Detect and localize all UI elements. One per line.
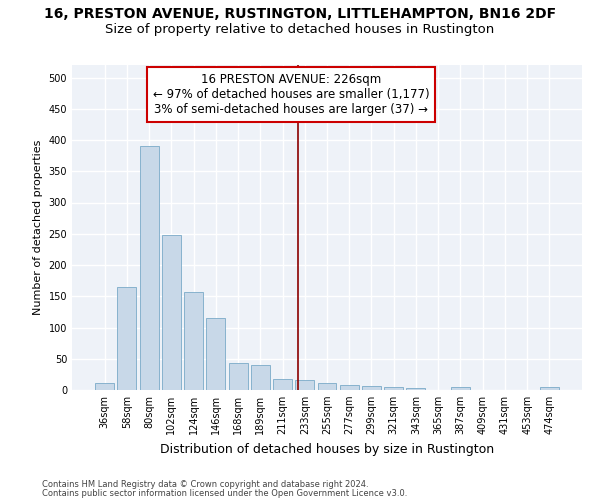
Bar — [295, 380, 314, 390]
Bar — [340, 385, 359, 390]
Bar — [184, 292, 203, 390]
Text: Size of property relative to detached houses in Rustington: Size of property relative to detached ho… — [106, 22, 494, 36]
Bar — [384, 387, 403, 390]
Y-axis label: Number of detached properties: Number of detached properties — [33, 140, 43, 315]
Bar — [540, 387, 559, 390]
Text: Contains HM Land Registry data © Crown copyright and database right 2024.: Contains HM Land Registry data © Crown c… — [42, 480, 368, 489]
Bar — [251, 365, 270, 390]
Bar — [118, 287, 136, 390]
Text: 16 PRESTON AVENUE: 226sqm
← 97% of detached houses are smaller (1,177)
3% of sem: 16 PRESTON AVENUE: 226sqm ← 97% of detac… — [153, 73, 430, 116]
Bar — [95, 382, 114, 390]
Bar — [406, 388, 425, 390]
Text: 16, PRESTON AVENUE, RUSTINGTON, LITTLEHAMPTON, BN16 2DF: 16, PRESTON AVENUE, RUSTINGTON, LITTLEHA… — [44, 8, 556, 22]
Bar — [162, 235, 181, 390]
Bar — [451, 387, 470, 390]
Bar — [317, 383, 337, 390]
X-axis label: Distribution of detached houses by size in Rustington: Distribution of detached houses by size … — [160, 442, 494, 456]
Bar — [362, 386, 381, 390]
Bar — [229, 362, 248, 390]
Bar — [273, 379, 292, 390]
Bar — [140, 146, 158, 390]
Text: Contains public sector information licensed under the Open Government Licence v3: Contains public sector information licen… — [42, 488, 407, 498]
Bar — [206, 318, 225, 390]
